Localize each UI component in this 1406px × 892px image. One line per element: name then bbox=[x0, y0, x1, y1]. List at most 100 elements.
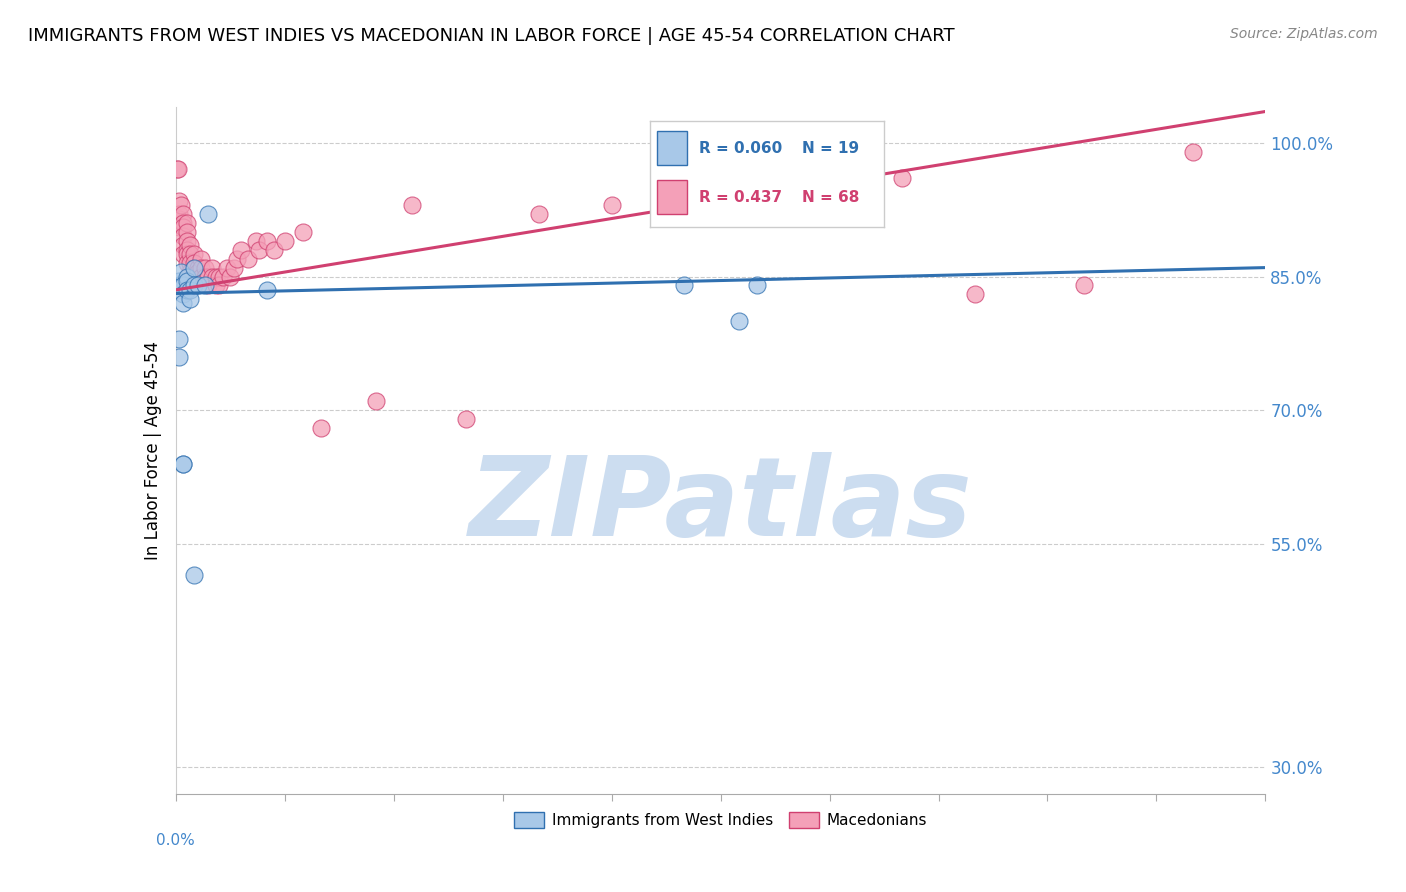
Point bbox=[600, 198, 623, 212]
Point bbox=[245, 234, 267, 248]
Point bbox=[183, 269, 205, 284]
Point bbox=[183, 278, 205, 293]
Point bbox=[291, 225, 314, 239]
Point bbox=[183, 260, 205, 275]
Point bbox=[169, 350, 191, 364]
Point bbox=[197, 269, 219, 284]
Point bbox=[208, 269, 231, 284]
Point bbox=[745, 278, 768, 293]
Point bbox=[401, 198, 423, 212]
Point bbox=[247, 243, 270, 257]
Point bbox=[172, 207, 194, 221]
Point bbox=[1073, 278, 1095, 293]
Point bbox=[166, 162, 188, 177]
Point bbox=[170, 265, 193, 279]
Point bbox=[963, 287, 986, 301]
Point bbox=[166, 162, 188, 177]
Point bbox=[891, 171, 914, 186]
Point bbox=[263, 243, 285, 257]
Point bbox=[818, 180, 841, 194]
Point bbox=[176, 283, 198, 297]
Point bbox=[527, 207, 550, 221]
Point bbox=[176, 225, 198, 239]
Point bbox=[204, 269, 226, 284]
Point bbox=[212, 269, 235, 284]
Point bbox=[169, 220, 191, 235]
Text: 0.0%: 0.0% bbox=[156, 833, 195, 847]
Point bbox=[176, 243, 198, 257]
Point bbox=[183, 260, 205, 275]
Point bbox=[186, 265, 209, 279]
Point bbox=[169, 211, 191, 226]
Point bbox=[183, 256, 205, 270]
Point bbox=[190, 252, 212, 266]
Point bbox=[172, 220, 194, 235]
Point bbox=[727, 314, 749, 328]
Point bbox=[183, 247, 205, 261]
Point bbox=[179, 256, 201, 270]
Point bbox=[222, 260, 245, 275]
Point bbox=[172, 296, 194, 310]
Point bbox=[710, 189, 733, 203]
Point bbox=[172, 229, 194, 244]
Point bbox=[179, 247, 201, 261]
Point bbox=[172, 457, 194, 471]
Point bbox=[226, 252, 249, 266]
Point bbox=[201, 269, 224, 284]
Point bbox=[172, 278, 194, 293]
Point bbox=[309, 421, 332, 435]
Point bbox=[176, 234, 198, 248]
Point bbox=[190, 269, 212, 284]
Point bbox=[166, 283, 188, 297]
Point bbox=[197, 207, 219, 221]
Point bbox=[186, 260, 209, 275]
Point bbox=[238, 252, 260, 266]
Point bbox=[169, 278, 191, 293]
Y-axis label: In Labor Force | Age 45-54: In Labor Force | Age 45-54 bbox=[143, 341, 162, 560]
Point bbox=[201, 260, 224, 275]
Point bbox=[208, 278, 231, 293]
Point bbox=[169, 194, 191, 208]
Point bbox=[183, 278, 205, 293]
Point bbox=[186, 278, 209, 293]
Point bbox=[194, 278, 217, 293]
Point bbox=[1181, 145, 1204, 159]
Text: Source: ZipAtlas.com: Source: ZipAtlas.com bbox=[1230, 27, 1378, 41]
Legend: Immigrants from West Indies, Macedonians: Immigrants from West Indies, Macedonians bbox=[508, 806, 934, 834]
Point bbox=[219, 269, 242, 284]
Point bbox=[194, 269, 217, 284]
Point bbox=[172, 247, 194, 261]
Point bbox=[170, 198, 193, 212]
Point bbox=[190, 260, 212, 275]
Point bbox=[274, 234, 297, 248]
Point bbox=[169, 207, 191, 221]
Text: IMMIGRANTS FROM WEST INDIES VS MACEDONIAN IN LABOR FORCE | AGE 45-54 CORRELATION: IMMIGRANTS FROM WEST INDIES VS MACEDONIA… bbox=[28, 27, 955, 45]
Point bbox=[176, 256, 198, 270]
Point bbox=[179, 265, 201, 279]
Point bbox=[179, 283, 201, 297]
Point bbox=[176, 247, 198, 261]
Point bbox=[176, 216, 198, 230]
Point bbox=[204, 278, 226, 293]
Point bbox=[179, 238, 201, 252]
Point bbox=[169, 274, 191, 288]
Point bbox=[176, 274, 198, 288]
Point bbox=[256, 234, 278, 248]
Point bbox=[172, 238, 194, 252]
Point bbox=[256, 283, 278, 297]
Point bbox=[231, 243, 253, 257]
Point bbox=[456, 412, 478, 426]
Point bbox=[183, 568, 205, 582]
Point bbox=[215, 260, 238, 275]
Point bbox=[673, 278, 696, 293]
Point bbox=[197, 278, 219, 293]
Point bbox=[169, 332, 191, 346]
Point bbox=[179, 292, 201, 306]
Point bbox=[172, 287, 194, 301]
Point bbox=[172, 457, 194, 471]
Point bbox=[172, 216, 194, 230]
Point bbox=[176, 269, 198, 284]
Point bbox=[364, 394, 387, 409]
Text: ZIPatlas: ZIPatlas bbox=[468, 452, 973, 559]
Point bbox=[194, 260, 217, 275]
